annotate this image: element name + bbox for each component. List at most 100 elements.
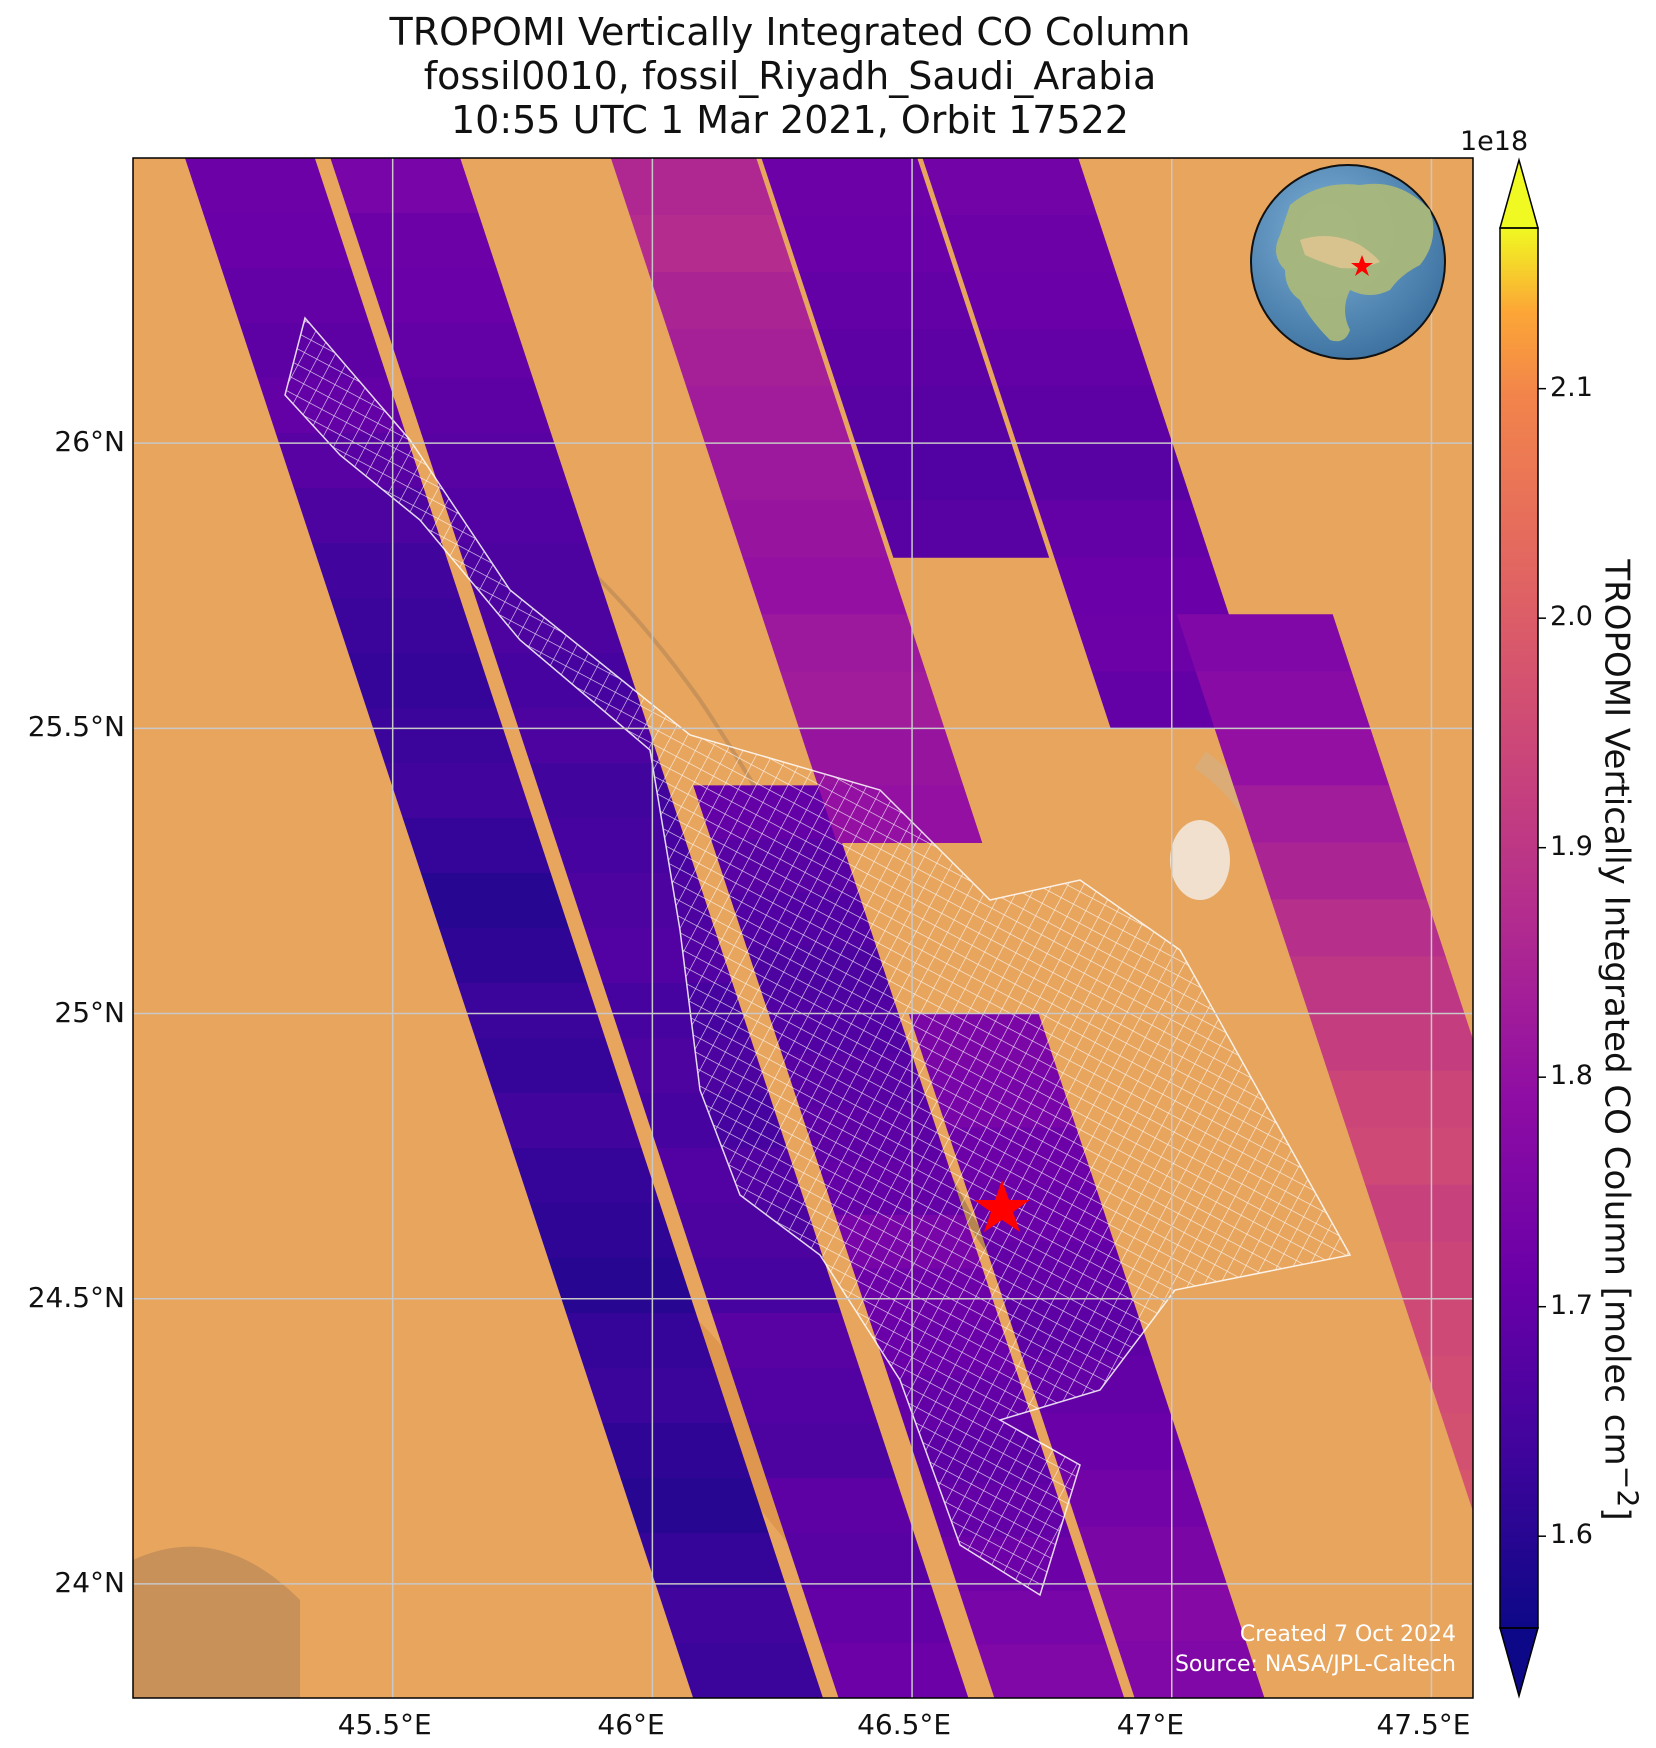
- inset-globe: [1250, 164, 1446, 360]
- colorbar-tick-label: 1.7: [1550, 1289, 1593, 1321]
- swath-7-pixel: [1252, 842, 1428, 900]
- swath-6-pixel: [997, 386, 1173, 444]
- swath-4-pixel: [761, 614, 926, 672]
- swath-0-pixel: [674, 1643, 823, 1698]
- swath-5-pixel: [799, 272, 974, 330]
- swath-4-pixel: [704, 443, 870, 501]
- swath-0-pixel: [511, 1148, 660, 1204]
- swath-5-pixel: [855, 443, 1031, 501]
- swath-0-pixel: [547, 1258, 697, 1314]
- swath-4-pixel: [742, 557, 907, 615]
- swath-0-pixel: [493, 1093, 642, 1149]
- swath-5-pixel: [761, 158, 937, 216]
- swath-7-pixel: [1402, 1298, 1473, 1357]
- swath-6-pixel: [960, 272, 1135, 330]
- lat-tick-label: 25°N: [54, 995, 125, 1029]
- swath-1-pixel: [421, 433, 570, 489]
- swath-1-pixel: [747, 1423, 896, 1479]
- colorbar: [1499, 157, 1546, 1699]
- swath-1-pixel: [384, 323, 533, 379]
- colorbar-label: TROPOMI Vertically Integrated CO Column …: [1596, 559, 1644, 1521]
- swath-0-pixel: [602, 1423, 751, 1479]
- title-line-1: TROPOMI Vertically Integrated CO Column: [389, 10, 1191, 54]
- swath-6-pixel: [1035, 500, 1211, 558]
- swath-1-pixel: [548, 818, 697, 874]
- swath-0-pixel: [584, 1368, 733, 1424]
- lon-tick-label: 45.5°E: [337, 1708, 432, 1741]
- swath-4-pixel: [686, 386, 851, 444]
- swath-0-pixel: [221, 268, 370, 324]
- lat-tick-label: 24.5°N: [27, 1280, 125, 1314]
- swath-7-pixel: [1327, 1070, 1473, 1129]
- swath-7-pixel: [1289, 956, 1465, 1015]
- swath-4-pixel: [629, 215, 795, 273]
- swath-4-pixel: [723, 500, 889, 558]
- swath-6-pixel: [1016, 443, 1192, 501]
- lon-tick-label: 47.5°E: [1376, 1708, 1471, 1741]
- swath-6-pixel: [978, 329, 1154, 387]
- swath-1-pixel: [729, 1368, 878, 1424]
- swath-1-pixel: [802, 1588, 951, 1644]
- swath-0-pixel: [402, 818, 551, 874]
- swath-6-pixel: [922, 158, 1098, 216]
- swath-7-pixel: [1308, 1013, 1473, 1072]
- swath-2-pixel: [976, 1644, 1125, 1698]
- swath-1-pixel: [366, 268, 515, 324]
- lat-tick-label: 25.5°N: [27, 710, 125, 744]
- swath-4-pixel: [610, 158, 776, 216]
- swath-6-pixel: [941, 215, 1117, 273]
- plume-mesh: [284, 316, 1352, 1597]
- swath-0-pixel: [475, 1038, 624, 1094]
- colorbar-gradient: [1500, 228, 1538, 1628]
- swath-0-pixel: [529, 1203, 678, 1259]
- swath-0-pixel: [638, 1533, 787, 1589]
- title-line-2: fossil0010, fossil_Riyadh_Saudi_Arabia: [423, 54, 1157, 98]
- swath-7-pixel: [1421, 1355, 1473, 1414]
- colorbar-extend-max-icon: [1499, 157, 1539, 229]
- swath-7-pixel: [1233, 785, 1409, 843]
- map-frame: [132, 157, 1474, 1699]
- swath-7-pixel: [1271, 899, 1446, 958]
- swath-3-pixel: [1040, 1412, 1190, 1471]
- swath-1-pixel: [348, 213, 497, 269]
- swath-4-pixel: [648, 272, 813, 330]
- swath-0-pixel: [420, 873, 570, 929]
- swath-8-pixel: [1644, 1242, 1656, 1271]
- swath-0-pixel: [203, 213, 352, 269]
- colorbar-tick-label: 1.9: [1550, 830, 1593, 862]
- colorbar-multiplier: 1e18: [1460, 126, 1529, 157]
- swath-1-pixel: [402, 378, 552, 434]
- swath-0-pixel: [656, 1588, 805, 1644]
- target-star: [974, 1180, 1030, 1232]
- swath-0-pixel: [566, 1313, 715, 1369]
- swath-7-pixel: [1195, 671, 1371, 729]
- swath-4-pixel: [799, 728, 964, 786]
- swath-4-pixel: [780, 671, 945, 729]
- lon-tick-label: 46°E: [597, 1708, 665, 1741]
- swath-7-pixel: [1346, 1127, 1473, 1186]
- swath-4-pixel: [667, 329, 832, 387]
- swath-1-pixel: [330, 158, 479, 214]
- swath-1-pixel: [765, 1478, 915, 1534]
- map-area: [133, 158, 1656, 1699]
- swath-1-pixel: [820, 1643, 969, 1698]
- swath-7-pixel: [1516, 1641, 1656, 1699]
- swath-3-pixel: [1078, 1526, 1227, 1585]
- colorbar-tick-label: 2.1: [1550, 371, 1593, 403]
- title-line-3: 10:55 UTC 1 Mar 2021, Orbit 17522: [451, 98, 1129, 142]
- swath-7-pixel: [1365, 1184, 1473, 1243]
- swath-0-pixel: [384, 763, 533, 819]
- swath-5-pixel: [817, 329, 993, 387]
- swath-7-pixel: [1176, 614, 1352, 672]
- swath-7-pixel: [1383, 1241, 1473, 1300]
- lat-tick-label: 26°N: [54, 425, 125, 459]
- colorbar-extend-min-icon: [1499, 1627, 1539, 1699]
- swath-0-pixel: [311, 543, 461, 599]
- swath-1-pixel: [439, 488, 588, 544]
- swath-0-pixel: [439, 928, 588, 984]
- swath-5-pixel: [874, 500, 1050, 558]
- swath-7-pixel: [1214, 728, 1390, 786]
- lon-tick-label: 46.5°E: [857, 1708, 952, 1741]
- created-note: Created 7 Oct 2024: [1239, 1622, 1456, 1647]
- colorbar-tick-label: 2.0: [1550, 601, 1593, 633]
